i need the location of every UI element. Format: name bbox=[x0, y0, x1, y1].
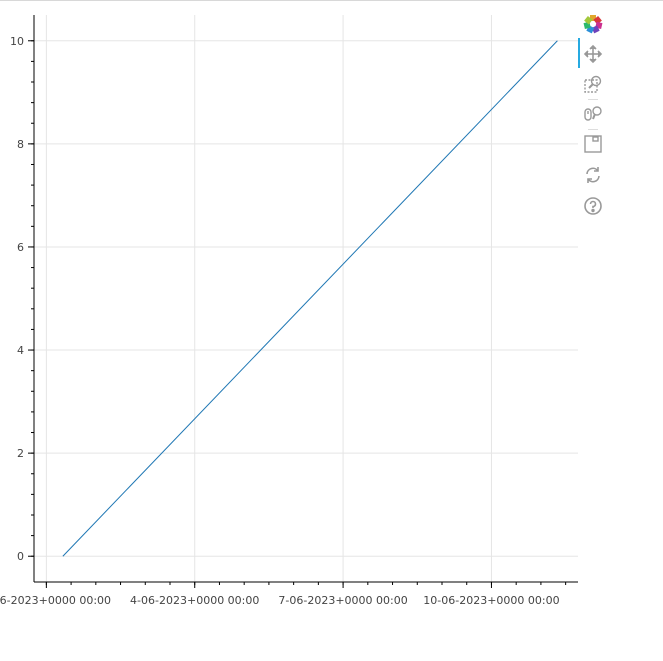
toolbar-separator bbox=[588, 99, 598, 100]
x-tick-label: 1-06-2023+0000 00:00 bbox=[0, 594, 111, 607]
axis-layer: 0 2 4 6 8 10 1-06-2023+0000 00:00 4-06-2023+000… bbox=[0, 15, 578, 607]
wheel-zoom-icon[interactable] bbox=[582, 103, 604, 125]
x-tick-label: 4-06-2023+0000 00:00 bbox=[130, 594, 259, 607]
toolbar-separator bbox=[588, 129, 598, 130]
y-tick-label: 10 bbox=[10, 35, 24, 48]
grid-layer bbox=[34, 15, 578, 582]
y-tick-label: 0 bbox=[17, 550, 24, 563]
save-icon[interactable] bbox=[582, 133, 604, 155]
plot-toolbar bbox=[578, 10, 608, 230]
help-icon[interactable] bbox=[582, 195, 604, 217]
active-tool-indicator bbox=[578, 38, 580, 68]
x-tick-label: 10-06-2023+0000 00:00 bbox=[423, 594, 559, 607]
y-tick-label: 4 bbox=[17, 344, 24, 357]
series-layer bbox=[62, 40, 558, 557]
y-tick-label: 6 bbox=[17, 241, 24, 254]
x-tick-label: 7-06-2023+0000 00:00 bbox=[278, 594, 407, 607]
reset-icon[interactable] bbox=[582, 164, 604, 186]
pan-icon[interactable] bbox=[582, 43, 604, 65]
y-tick-label: 2 bbox=[17, 447, 24, 460]
bokeh-logo-icon[interactable] bbox=[582, 13, 604, 35]
window-top-border bbox=[0, 0, 663, 1]
series-line bbox=[62, 40, 558, 557]
y-tick-label: 8 bbox=[17, 138, 24, 151]
box-zoom-icon[interactable] bbox=[582, 73, 604, 95]
